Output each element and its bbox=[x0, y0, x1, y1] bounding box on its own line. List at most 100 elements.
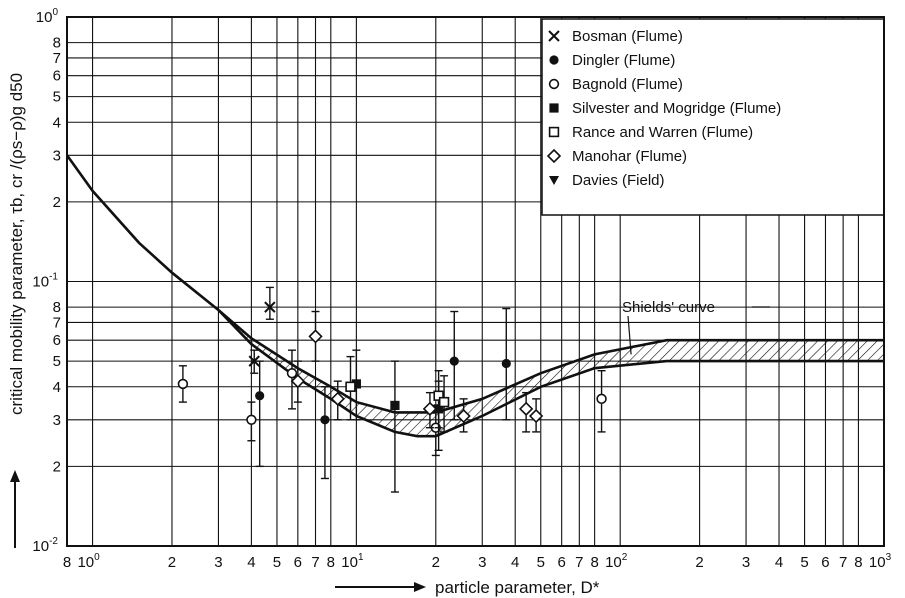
data-point bbox=[246, 414, 257, 426]
x-tick-label: 102 bbox=[605, 552, 628, 571]
x-tick-label: 3 bbox=[214, 554, 222, 571]
x-tick-label: 4 bbox=[247, 554, 255, 571]
y-tick-label: 5 bbox=[53, 89, 61, 106]
y-tick-label: 10-2 bbox=[32, 536, 58, 555]
legend: Bosman (Flume) Dingler (Flume) Bagnold (Fl… bbox=[541, 18, 885, 216]
x-tick-exponent: 1 bbox=[358, 552, 364, 563]
data-point bbox=[433, 390, 444, 401]
shields-curve-annotation: Shields' curve bbox=[622, 299, 715, 316]
x-tick-label: 8 bbox=[63, 554, 71, 571]
x-tick-label: 7 bbox=[575, 554, 583, 571]
x-tick-label: 4 bbox=[511, 554, 519, 571]
data-point bbox=[422, 401, 438, 416]
legend-label: Silvester and Mogridge (Flume) bbox=[572, 100, 781, 117]
legend-label: Dingler (Flume) bbox=[572, 52, 675, 69]
legend-marker bbox=[549, 176, 559, 185]
legend-marker bbox=[546, 148, 562, 164]
x-axis-arrow bbox=[335, 582, 426, 592]
x-tick-exponent: 3 bbox=[886, 552, 892, 563]
y-tick-label: 3 bbox=[53, 147, 61, 164]
y-tick-exponent: 0 bbox=[52, 7, 58, 18]
upper-curve bbox=[65, 154, 884, 414]
y-tick-label: 3 bbox=[53, 412, 61, 429]
y-tick-label: 10-1 bbox=[32, 272, 58, 291]
legend-marker bbox=[548, 78, 560, 90]
x-tick-label: 101 bbox=[341, 552, 364, 571]
data-point bbox=[345, 381, 356, 392]
data-point bbox=[449, 356, 459, 366]
data-point bbox=[501, 358, 511, 369]
data-point bbox=[286, 368, 298, 379]
data-point bbox=[351, 379, 361, 389]
x-tick-label: 3 bbox=[478, 554, 486, 571]
y-tick-label: 4 bbox=[53, 379, 61, 396]
y-tick-label: 8 bbox=[53, 299, 61, 316]
x-tick-label: 8 bbox=[327, 554, 335, 571]
y-tick-label: 7 bbox=[53, 50, 61, 67]
data-point bbox=[255, 391, 265, 401]
x-tick-label: 7 bbox=[839, 554, 847, 571]
x-tick-exponent: 2 bbox=[622, 552, 628, 563]
legend-marker bbox=[548, 126, 560, 138]
data-point bbox=[390, 400, 400, 411]
data-point bbox=[264, 301, 276, 313]
x-tick-label: 5 bbox=[537, 554, 545, 571]
x-tick-label: 5 bbox=[273, 554, 281, 571]
y-tick-label: 2 bbox=[53, 458, 61, 475]
x-tick-label: 6 bbox=[821, 554, 829, 571]
y-tick-label: 6 bbox=[53, 68, 61, 85]
legend-box bbox=[541, 18, 885, 216]
x-tick-label: 6 bbox=[557, 554, 565, 571]
data-point bbox=[177, 378, 189, 390]
hatch-fill bbox=[218, 310, 884, 437]
x-tick-label: 2 bbox=[432, 554, 440, 571]
x-tick-label: 100 bbox=[77, 552, 100, 571]
x-tick-label: 4 bbox=[775, 554, 783, 571]
legend-label: Rance and Warren (Flume) bbox=[572, 124, 753, 141]
data-point bbox=[330, 391, 345, 406]
data-point bbox=[320, 415, 330, 425]
x-tick-label: 8 bbox=[854, 554, 862, 571]
y-axis-arrow bbox=[10, 470, 20, 548]
x-tick-label: 2 bbox=[168, 554, 176, 571]
annotation-leader bbox=[627, 315, 632, 355]
data-points bbox=[177, 286, 607, 493]
x-tick-label: 5 bbox=[800, 554, 808, 571]
y-tick-label: 4 bbox=[53, 114, 61, 131]
y-tick-label: 2 bbox=[53, 194, 61, 211]
legend-label: Manohar (Flume) bbox=[572, 148, 687, 165]
y-tick-exponent: -2 bbox=[49, 536, 58, 547]
y-axis-label: critical mobility parameter, τb, cr /(ρs… bbox=[7, 73, 26, 415]
x-tick-label: 8 bbox=[590, 554, 598, 571]
data-point bbox=[308, 329, 323, 344]
legend-marker bbox=[549, 103, 559, 113]
data-point bbox=[290, 374, 305, 389]
x-tick-label: 2 bbox=[695, 554, 703, 571]
x-tick-label: 103 bbox=[869, 552, 892, 571]
data-point bbox=[438, 396, 450, 408]
y-tick-label: 100 bbox=[36, 7, 59, 26]
hatched-band bbox=[218, 310, 884, 437]
data-point bbox=[456, 408, 471, 424]
data-point bbox=[248, 355, 260, 367]
legend-label: Bosman (Flume) bbox=[572, 28, 683, 45]
y-tick-exponent: -1 bbox=[49, 272, 58, 283]
legend-label: Bagnold (Flume) bbox=[572, 76, 683, 93]
data-point bbox=[518, 401, 534, 416]
legend-marker bbox=[549, 55, 559, 65]
plot-frame bbox=[66, 16, 885, 547]
x-arrow-head bbox=[414, 582, 426, 592]
x-tick-label: 7 bbox=[311, 554, 319, 571]
y-arrow-head bbox=[10, 470, 20, 482]
data-point bbox=[596, 393, 607, 405]
x-tick-label: 6 bbox=[294, 554, 302, 571]
y-tick-label: 8 bbox=[53, 35, 61, 52]
x-axis-label: particle parameter, D* bbox=[435, 578, 600, 597]
x-tick-exponent: 0 bbox=[94, 552, 100, 563]
y-tick-label: 6 bbox=[53, 332, 61, 349]
x-tick-label: 3 bbox=[742, 554, 750, 571]
data-point bbox=[528, 408, 544, 424]
legend-marker bbox=[548, 30, 560, 42]
legend-label: Davies (Field) bbox=[572, 172, 665, 189]
